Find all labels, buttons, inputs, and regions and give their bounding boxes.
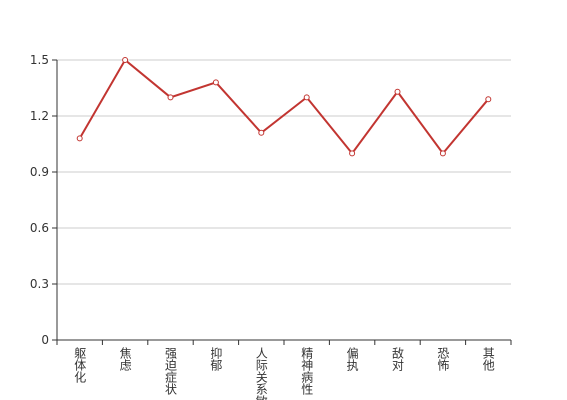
- line: [78, 58, 490, 155]
- x-tick-label: 偏执: [345, 346, 359, 372]
- x-tick-label: 躯体化: [73, 346, 87, 384]
- y-tick-label: 0.6: [30, 221, 49, 235]
- y-tick-label: 0.9: [30, 165, 49, 179]
- x-tick-label: 抑郁: [209, 346, 223, 372]
- x-tick-label: 强迫症状: [164, 347, 178, 395]
- point: [394, 88, 401, 95]
- point: [439, 150, 446, 157]
- point: [349, 150, 356, 157]
- x-tick-label: 恐怖: [436, 347, 450, 371]
- y-tick-label: 1.5: [30, 53, 49, 67]
- x-tick-label: 焦虑: [118, 347, 132, 371]
- point: [303, 94, 310, 101]
- x-tick-label: 人际关系敏感: [254, 347, 268, 400]
- x-tick-label: 敌对: [391, 346, 405, 371]
- point: [258, 129, 265, 136]
- y-tick-label: 0.3: [30, 277, 49, 291]
- x-tick-label: 精神病性: [300, 347, 314, 396]
- y-tick-label: 1.2: [30, 109, 49, 123]
- y-tick-label: 0: [41, 333, 49, 347]
- x-tick-label: 其他: [481, 347, 495, 371]
- point: [167, 94, 174, 101]
- point: [122, 57, 129, 63]
- point: [212, 79, 219, 86]
- point: [76, 135, 83, 142]
- point: [485, 96, 492, 103]
